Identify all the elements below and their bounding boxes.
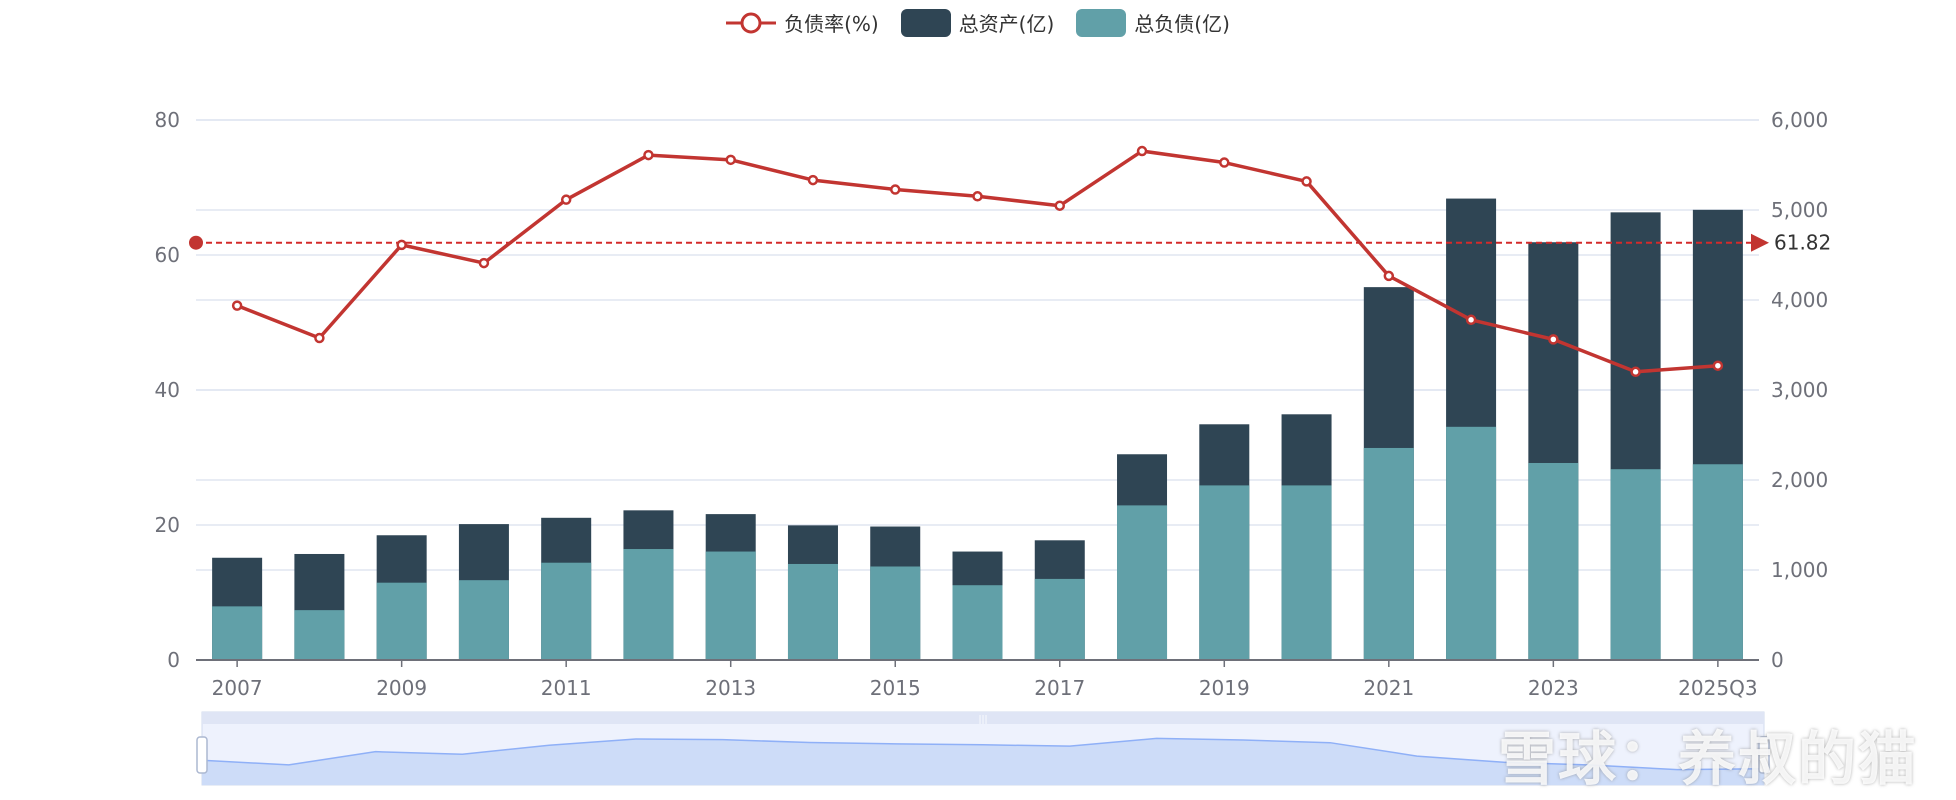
right-axis-tick-label: 2,000 xyxy=(1771,468,1828,492)
debt-ratio-point-2008 xyxy=(314,332,325,344)
debt-ratio-point-2021 xyxy=(1383,270,1395,282)
debt-ratio-point-2010 xyxy=(478,257,490,269)
left-axis-tick-label: 20 xyxy=(155,513,180,537)
debt-ratio-point-2007 xyxy=(231,300,243,311)
assets-swatch-icon xyxy=(900,8,951,37)
bar-total-liabilities-2014 xyxy=(787,563,838,660)
bar-total-liabilities-2025Q3 xyxy=(1692,464,1743,660)
debt-ratio-point-2025Q3 xyxy=(1712,360,1724,371)
legend-label: 总负债(亿) xyxy=(1134,12,1230,36)
legend-item-total-assets[interactable]: 总资产(亿) xyxy=(900,8,1055,37)
bar-total-liabilities-2019 xyxy=(1199,485,1250,660)
right-axis-tick-label: 1,000 xyxy=(1771,558,1828,582)
bar-total-liabilities-2022 xyxy=(1446,426,1497,660)
data-zoom-preview-line xyxy=(201,737,1765,771)
x-axis-tick-label: 2025Q3 xyxy=(1678,676,1757,700)
mark-line-label: 61.82 xyxy=(1774,231,1831,255)
right-axis-tick-label: 5,000 xyxy=(1771,198,1828,222)
bar-total-liabilities-2013 xyxy=(705,551,756,660)
mark-line-start-dot xyxy=(189,235,203,250)
mark-line-arrow-icon xyxy=(1751,233,1769,252)
x-axis-tick-label: 2011 xyxy=(541,676,592,700)
bar-total-liabilities-2021 xyxy=(1363,447,1414,660)
bar-total-liabilities-2024 xyxy=(1610,469,1661,660)
debt-ratio-point-2014 xyxy=(807,174,819,186)
debt-ratio-point-2012 xyxy=(643,149,654,161)
bar-total-liabilities-2010 xyxy=(458,580,509,660)
bar-total-liabilities-2016 xyxy=(952,585,1003,660)
debt-ratio-point-2013 xyxy=(725,154,736,166)
x-axis-tick-label: 2021 xyxy=(1363,676,1414,700)
bar-total-liabilities-2017 xyxy=(1034,578,1085,660)
debt-ratio-point-2017 xyxy=(1054,200,1066,211)
legend: 负债率(%) 总资产(亿) 总负债(亿) xyxy=(0,8,1956,37)
data-zoom-right-handle[interactable] xyxy=(1758,736,1770,774)
x-axis-tick-label: 2023 xyxy=(1528,676,1579,700)
right-axis-tick-label: 3,000 xyxy=(1771,378,1828,402)
legend-label: 负债率(%) xyxy=(784,12,879,36)
debt-ratio-point-2020 xyxy=(1301,176,1312,187)
debt-ratio-point-2023 xyxy=(1548,334,1559,345)
bar-total-liabilities-2011 xyxy=(541,562,592,660)
left-axis-tick-label: 0 xyxy=(167,648,180,672)
bar-total-liabilities-2007 xyxy=(212,606,263,660)
watermark: 雪球：养叔的猫 xyxy=(1497,725,1918,793)
bar-total-liabilities-2012 xyxy=(623,549,674,660)
debt-ratio-point-2018 xyxy=(1136,145,1148,157)
legend-item-debt-ratio[interactable]: 负债率(%) xyxy=(726,8,879,37)
left-axis-tick-label: 80 xyxy=(155,108,180,132)
bar-total-liabilities-2018 xyxy=(1117,505,1168,660)
right-axis-tick-label: 4,000 xyxy=(1771,288,1828,312)
bar-total-liabilities-2020 xyxy=(1281,485,1332,660)
data-zoom-grip-icon: ||| xyxy=(978,715,987,725)
liabilities-swatch-icon xyxy=(1076,8,1127,37)
legend-item-total-liabilities[interactable]: 总负债(亿) xyxy=(1076,8,1230,37)
bar-total-liabilities-2015 xyxy=(870,566,921,660)
debt-ratio-point-2009 xyxy=(396,239,407,251)
line-marker-icon xyxy=(726,12,777,33)
x-axis-tick-label: 2015 xyxy=(870,676,921,700)
bar-total-liabilities-2009 xyxy=(376,582,427,660)
right-axis-tick-label: 0 xyxy=(1771,648,1784,672)
x-axis-tick-label: 2019 xyxy=(1199,676,1250,700)
x-axis-tick-label: 2017 xyxy=(1034,676,1085,700)
left-axis-tick-label: 40 xyxy=(155,378,180,402)
x-axis-tick-label: 2009 xyxy=(376,676,427,700)
data-zoom-left-handle[interactable] xyxy=(196,736,208,774)
x-axis-tick-label: 2013 xyxy=(705,676,756,700)
data-zoom-slider[interactable]: ||| xyxy=(196,711,1770,786)
right-axis-tick-label: 6,000 xyxy=(1771,108,1828,132)
bar-total-liabilities-2023 xyxy=(1528,462,1579,660)
bar-total-liabilities-2008 xyxy=(294,610,345,660)
debt-ratio-point-2015 xyxy=(889,184,901,195)
x-axis-tick-label: 2007 xyxy=(212,676,263,700)
debt-ratio-point-2019 xyxy=(1219,157,1230,168)
legend-label: 总资产(亿) xyxy=(958,12,1055,36)
left-axis-tick-label: 60 xyxy=(155,243,180,267)
debt-ratio-point-2016 xyxy=(972,191,983,202)
debt-ratio-point-2011 xyxy=(560,194,572,205)
debt-ratio-point-2022 xyxy=(1465,314,1477,326)
data-zoom-move-bar xyxy=(202,712,1764,724)
debt-ratio-point-2024 xyxy=(1630,366,1641,378)
